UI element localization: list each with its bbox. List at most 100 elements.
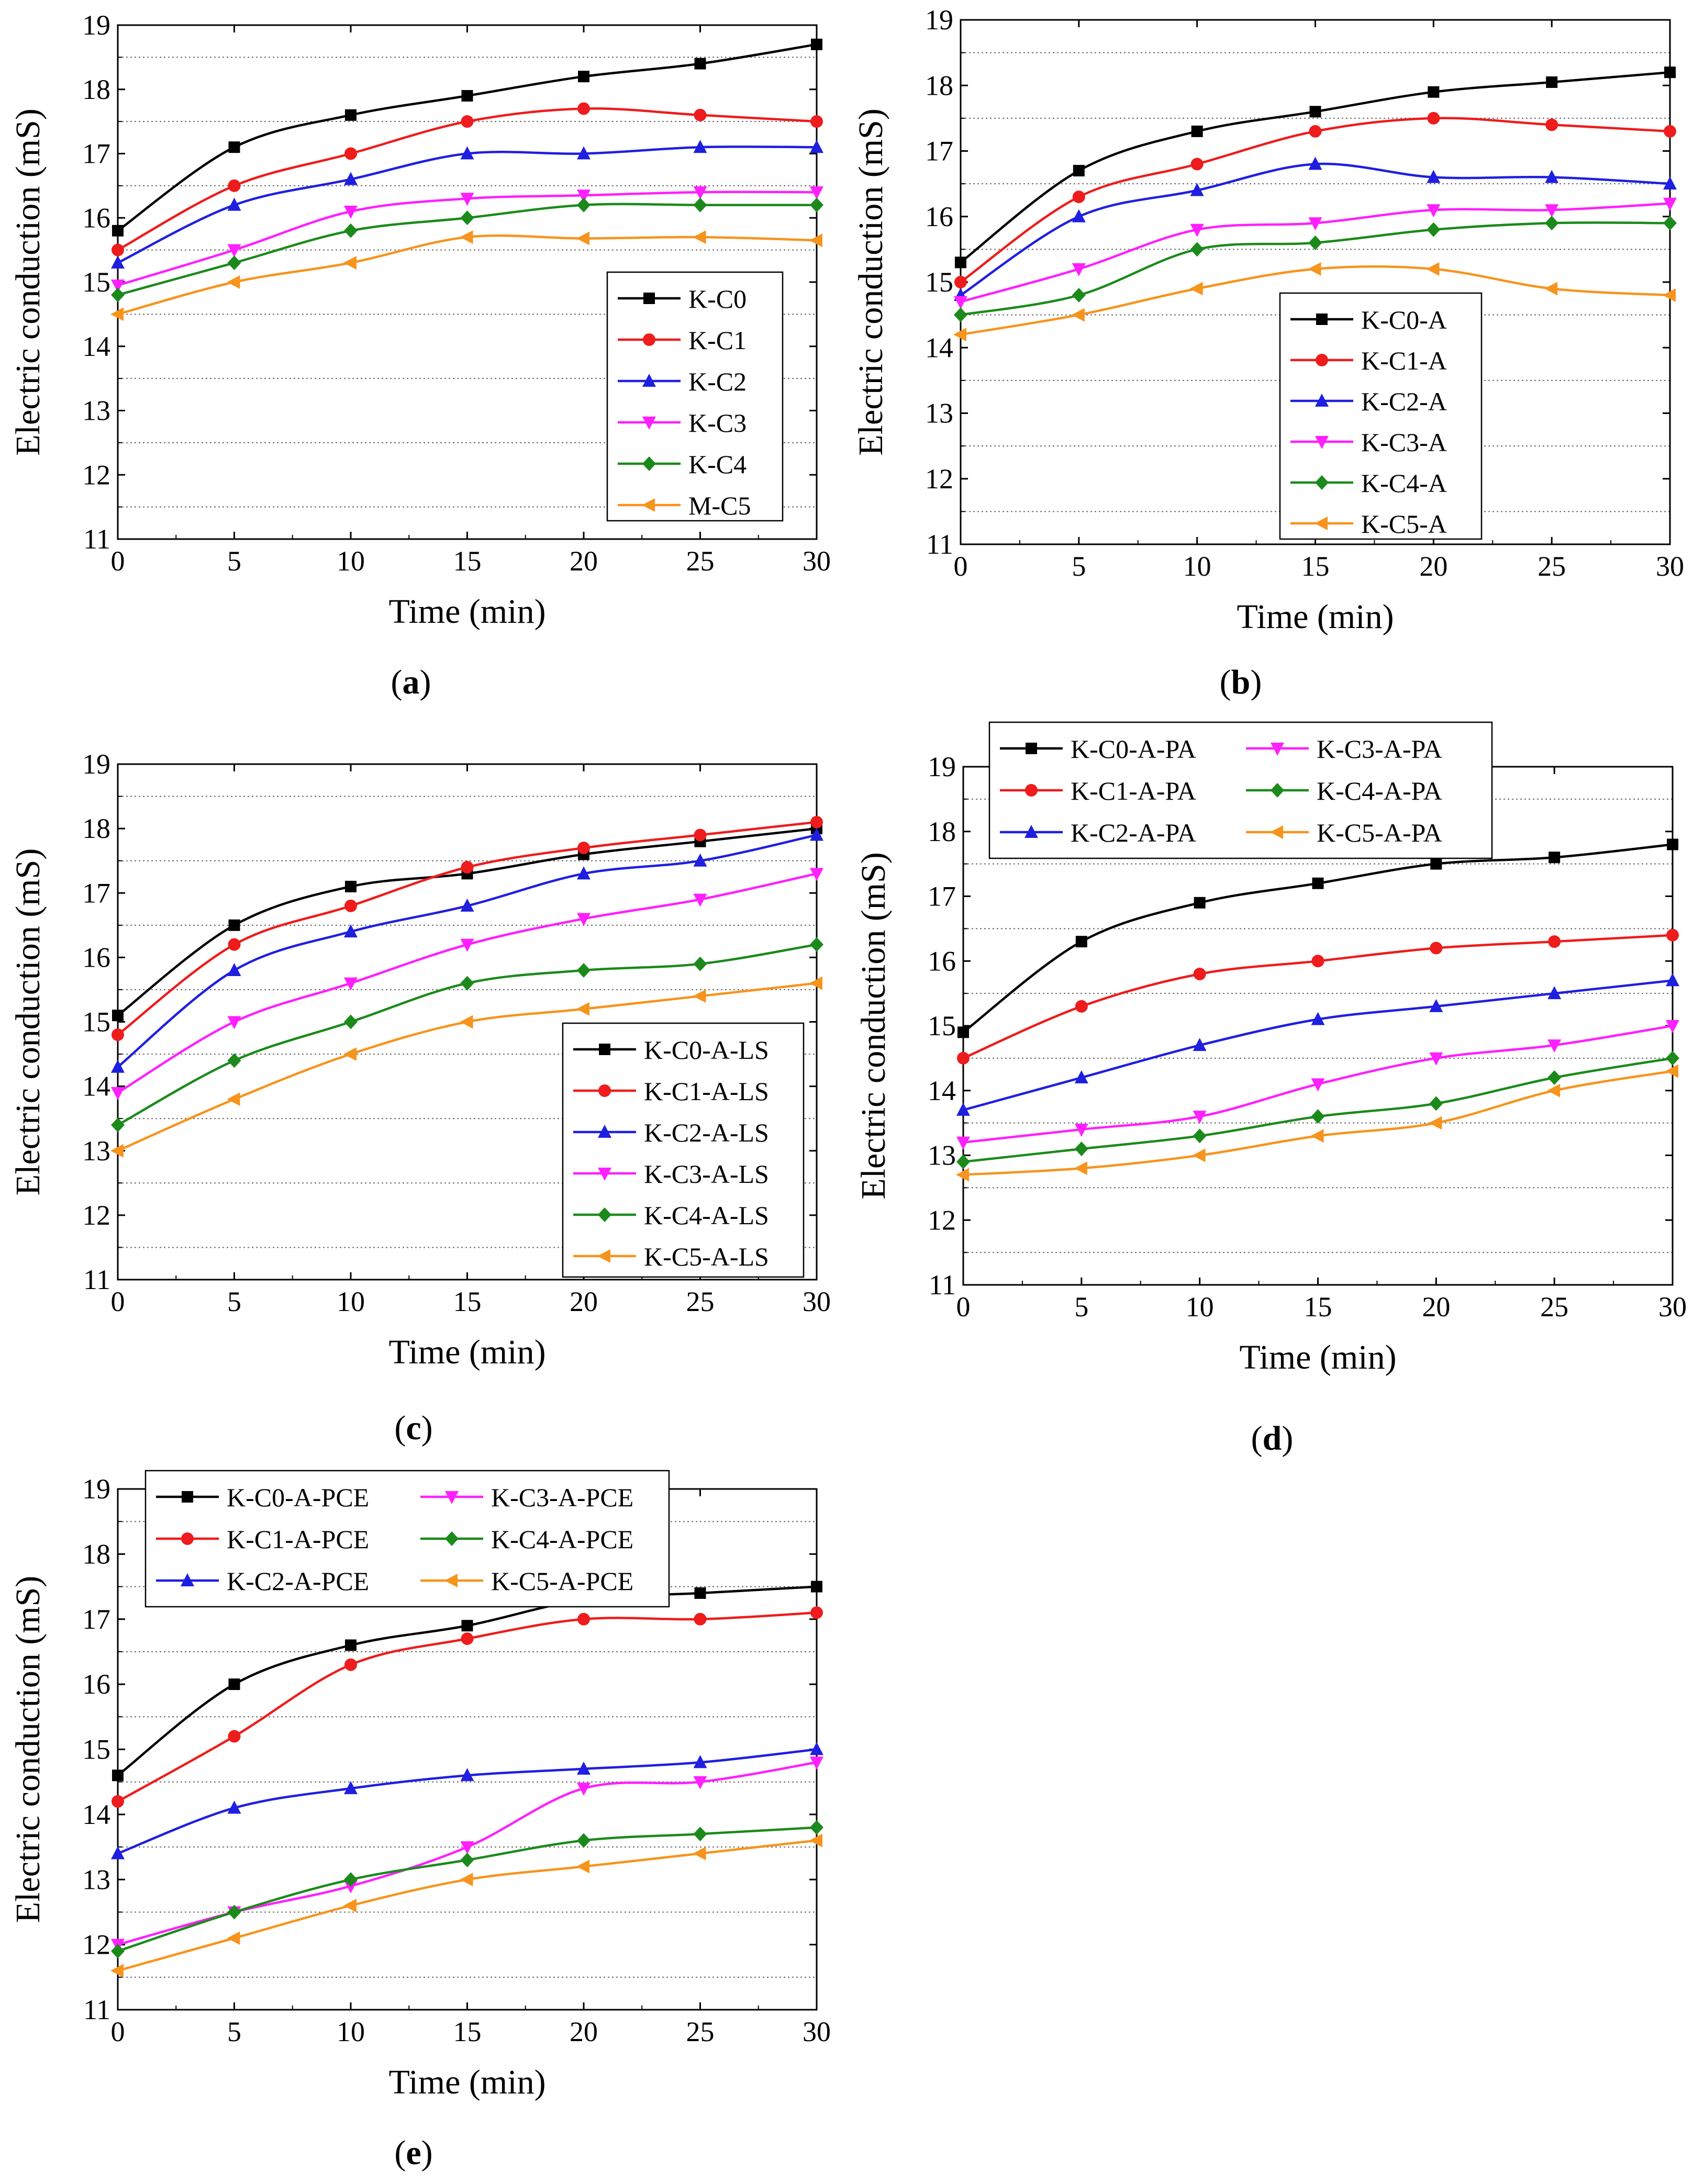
legend-box: [1279, 292, 1483, 540]
data-point: [1428, 86, 1440, 98]
data-point: [1549, 852, 1561, 864]
data-point: [227, 963, 241, 976]
data-point: [577, 1783, 591, 1796]
y-tick-label: 12: [82, 459, 110, 490]
series-K-C4-A-PCE: [111, 1820, 823, 1959]
legend-label: K-C5-A-PA: [1317, 818, 1442, 847]
y-tick-label: 18: [82, 813, 110, 844]
series-K-C0: [112, 38, 822, 237]
x-tick-label: 0: [111, 545, 125, 577]
legend-marker: [1026, 743, 1037, 754]
data-point: [111, 287, 125, 303]
data-point: [1545, 216, 1559, 231]
y-tick-label: 17: [82, 138, 110, 170]
data-point: [576, 231, 589, 245]
legend-label: K-C2-A-LS: [644, 1118, 769, 1147]
y-axis-title: Electric conduction (mS): [9, 1576, 47, 1923]
data-point: [1666, 928, 1679, 942]
legend-entry: K-C1: [618, 326, 747, 355]
y-tick-label: 15: [82, 1734, 110, 1765]
y-axis-title: Electric conduction (mS): [9, 848, 47, 1195]
data-point: [577, 146, 591, 160]
data-point: [577, 963, 591, 978]
x-tick-label: 0: [111, 1286, 125, 1317]
legend-marker: [182, 1491, 193, 1503]
data-point: [1311, 955, 1324, 968]
legend-marker: [643, 293, 655, 304]
data-point: [1545, 204, 1559, 218]
y-tick-label: 16: [925, 201, 953, 232]
legend-marker: [1315, 517, 1328, 530]
x-tick-label: 15: [1304, 1291, 1332, 1323]
x-tick-label: 5: [227, 1286, 241, 1317]
legend-entry: K-C3: [618, 408, 747, 438]
data-point: [956, 1168, 969, 1182]
data-point: [1429, 999, 1443, 1012]
x-axis-title: Time (min): [1239, 1338, 1396, 1376]
data-point: [112, 243, 124, 256]
legend-entry: K-C0: [618, 284, 747, 313]
data-point: [344, 205, 358, 219]
legend-label: K-C0-A-PA: [1071, 734, 1196, 764]
legend-marker: [1271, 783, 1284, 798]
data-point: [111, 1117, 125, 1133]
legend-marker: [599, 1044, 610, 1055]
series-K-C2-A-PA: [956, 973, 1679, 1116]
data-point: [694, 1587, 706, 1599]
y-axis-title: Electric conduction (mS): [9, 108, 47, 455]
data-point: [227, 1016, 241, 1029]
x-tick-label: 25: [686, 1286, 715, 1317]
data-point: [460, 1841, 474, 1855]
data-point: [955, 256, 966, 268]
data-point: [227, 1905, 241, 1920]
data-point: [953, 328, 966, 342]
data-point: [577, 1833, 591, 1848]
data-point: [1429, 1096, 1443, 1111]
data-point: [1190, 242, 1204, 257]
legend-label: K-C0-A: [1361, 305, 1447, 334]
legend-marker: [181, 1532, 194, 1545]
data-point: [577, 189, 591, 203]
data-point: [957, 1026, 969, 1038]
legend-entry: K-C0-A-PA: [1000, 734, 1196, 764]
data-point: [810, 115, 823, 128]
legend: K-C0 K-C1 K-C2 K-C3 K-C4 M-C5: [606, 271, 784, 522]
data-point: [228, 919, 240, 931]
legend-box: [144, 1470, 670, 1608]
series-K-C0-A-PA: [957, 838, 1678, 1038]
data-point: [344, 977, 358, 991]
legend-marker: [181, 1573, 194, 1586]
legend-label: K-C1-A-PA: [1071, 776, 1196, 805]
data-point: [577, 842, 590, 855]
series-K-C3-A-LS: [111, 868, 823, 1100]
data-point: [810, 1756, 823, 1770]
data-point: [1545, 118, 1558, 131]
data-point: [110, 1144, 124, 1158]
data-point: [1427, 204, 1441, 218]
legend-entry: K-C2-A-PCE: [156, 1566, 369, 1596]
x-tick-label: 20: [1419, 551, 1447, 582]
data-point: [344, 223, 358, 238]
x-axis-title: Time (min): [388, 1333, 545, 1371]
x-tick-label: 30: [803, 1286, 831, 1317]
y-tick-label: 19: [82, 1473, 110, 1505]
data-point: [1073, 165, 1085, 177]
data-point: [227, 1931, 240, 1945]
data-point: [693, 956, 707, 971]
data-point: [1308, 235, 1322, 250]
legend-marker: [597, 1249, 610, 1263]
y-tick-label: 16: [928, 945, 956, 977]
data-point: [460, 1768, 474, 1782]
data-point: [954, 296, 967, 309]
x-tick-label: 20: [570, 2016, 598, 2047]
legend-label: K-C2-A-PA: [1071, 818, 1196, 847]
y-tick-label: 15: [928, 1010, 956, 1041]
data-point: [345, 109, 357, 121]
data-point: [1308, 262, 1321, 276]
x-tick-label: 10: [1186, 1291, 1214, 1323]
x-tick-label: 20: [570, 545, 598, 577]
x-tick-label: 15: [453, 545, 482, 577]
legend-label: K-C1-A-PCE: [227, 1525, 369, 1554]
data-point: [110, 307, 124, 321]
